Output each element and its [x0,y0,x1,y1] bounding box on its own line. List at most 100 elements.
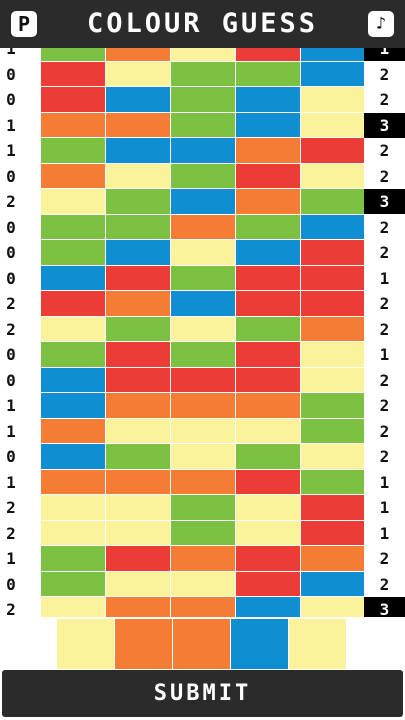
current-slot-4-blue[interactable] [231,619,289,669]
current-guess-row [57,619,347,669]
guess-cell-orange [171,214,236,240]
correct-position-count: 1 [6,141,16,160]
guess-cell-orange [106,48,171,62]
guess-cell-green [236,61,301,87]
guess-cell-green [171,495,236,521]
guess-cell-green [171,265,236,291]
guess-cells [41,342,365,368]
submit-button[interactable]: SUBMIT [2,670,403,717]
current-slot-3-orange[interactable] [173,619,231,669]
guess-cell-green [41,571,106,597]
guess-cell-blue [236,112,301,138]
current-slot-1-yellow[interactable] [57,619,115,669]
guess-cell-yellow [301,342,365,368]
correct-colour-count: 2 [379,549,390,568]
correct-position-count: 0 [6,166,16,186]
correct-position-count: 0 [6,370,16,390]
guess-cell-red [41,291,106,317]
guess-cell-red [301,240,365,266]
guess-cells [41,112,365,138]
guess-cell-blue [106,240,171,266]
guess-cell-blue [301,48,365,62]
guess-cell-red [301,520,365,546]
correct-colour-count: 2 [379,243,390,262]
guess-cell-red [236,291,301,317]
guess-cell-orange [106,597,171,617]
guess-cell-red [236,546,301,572]
guess-cell-green [41,240,106,266]
guess-cell-yellow [301,87,365,113]
guess-cell-yellow [236,520,301,546]
guess-cell-green [301,418,365,444]
guess-cell-yellow [301,444,365,470]
guess-cell-green [301,469,365,495]
correct-colour-count: 2 [379,90,390,109]
guess-cells [41,138,365,164]
guess-cell-green [301,393,365,419]
guess-cells [41,418,365,444]
header-bar: P COLOUR GUESS ♪ [0,0,405,48]
page-title: COLOUR GUESS [86,8,319,39]
guess-cells [41,291,365,317]
guess-cell-yellow [106,163,171,189]
guess-cell-green [171,87,236,113]
guess-cell-yellow [236,418,301,444]
correct-colour-count: 3 [364,597,405,617]
guess-cell-red [236,163,301,189]
guess-cell-red [236,571,301,597]
guess-cell-yellow [41,520,106,546]
guess-cell-blue [236,87,301,113]
guess-cell-yellow [171,444,236,470]
guess-cell-green [41,138,106,164]
guess-cells [41,520,365,546]
correct-position-count: 0 [6,217,16,237]
guess-cell-yellow [301,163,365,189]
current-slot-2-orange[interactable] [115,619,173,669]
guess-cell-green [41,214,106,240]
correct-position-count: 0 [6,268,16,288]
correct-position-count: 1 [6,396,16,415]
current-slot-5-yellow[interactable] [289,619,347,669]
correct-position-count: 2 [6,192,16,211]
guess-cell-yellow [171,418,236,444]
guess-cell-orange [106,291,171,317]
correct-position-count: 0 [6,345,16,364]
guess-cell-orange [171,546,236,572]
guess-cells [41,189,365,215]
correct-position-count: 1 [6,549,16,568]
guess-cell-orange [236,138,301,164]
guess-cell-yellow [301,367,365,393]
guess-cell-yellow [171,240,236,266]
correct-colour-count: 1 [364,48,405,61]
guess-cell-orange [171,597,236,617]
correct-position-count: 2 [6,600,16,617]
guess-cells [41,240,365,266]
guess-cell-blue [41,444,106,470]
guess-cells [41,444,365,470]
guess-cell-blue [106,87,171,113]
correct-colour-count: 2 [379,421,390,441]
guess-cell-red [236,367,301,393]
correct-colour-count: 2 [379,370,390,390]
correct-position-count: 0 [6,64,16,84]
guess-cell-red [41,87,106,113]
guess-cell-green [171,342,236,368]
guess-cell-red [236,48,301,62]
pause-icon[interactable]: P [11,11,37,37]
guess-cell-orange [171,469,236,495]
guess-cell-orange [236,393,301,419]
guess-cell-red [106,546,171,572]
guess-cell-red [106,342,171,368]
guess-cell-yellow [41,597,106,617]
guess-cell-green [171,112,236,138]
correct-colour-count: 2 [379,141,390,160]
music-note-icon[interactable]: ♪ [368,11,394,37]
